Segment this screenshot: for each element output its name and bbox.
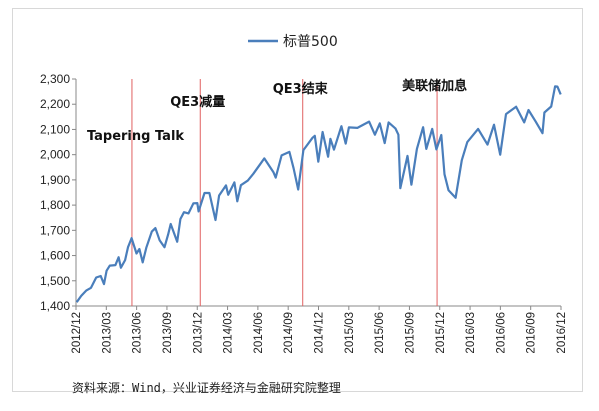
x-tick-label: 2015/12 (435, 312, 447, 354)
x-tick-label: 2016/09 (526, 312, 538, 354)
annotation-label: QE3减量 (170, 94, 225, 110)
y-tick-label: 2,000 (40, 148, 70, 162)
y-tick-label: 1,900 (40, 173, 70, 187)
y-tick-label: 2,300 (40, 72, 70, 86)
y-tick-label: 1,500 (40, 274, 70, 288)
y-tick-label: 1,600 (40, 249, 70, 263)
chart-frame (12, 8, 583, 392)
x-tick-label: 2015/03 (344, 312, 356, 354)
x-tick-label: 2013/03 (101, 312, 113, 354)
y-tick-label: 1,800 (40, 198, 70, 212)
plot-series (75, 85, 562, 303)
series-line (75, 85, 562, 303)
x-tick-label: 2013/12 (192, 312, 204, 354)
x-tick-label: 2014/12 (314, 312, 326, 354)
y-tick-label: 1,700 (40, 223, 70, 237)
event-lines (131, 79, 438, 306)
y-tick-label: 2,200 (40, 97, 70, 111)
x-tick-label: 2015/09 (404, 312, 416, 354)
legend-label: 标普500 (283, 34, 338, 50)
y-tick-label: 1,400 (40, 299, 70, 313)
x-tick-label: 2015/06 (374, 312, 386, 354)
annotation-label: 美联储加息 (402, 78, 467, 94)
x-tick-label: 2016/03 (465, 312, 477, 354)
x-tick-label: 2013/09 (162, 312, 174, 354)
x-tick-label: 2014/03 (223, 312, 235, 354)
annotation-labels: Tapering Talk QE3减量 QE3结束 美联储加息 (87, 78, 467, 144)
x-tick-label: 2014/06 (253, 312, 265, 354)
x-tick-label: 2016/12 (556, 312, 568, 354)
y-tick-label: 2,100 (40, 122, 70, 136)
legend: 标普500 (248, 34, 338, 50)
axes: 1,400 1,500 1,600 1,700 1,800 1,900 2,000 2,100… (40, 72, 568, 354)
annotation-label: QE3结束 (273, 81, 329, 97)
x-tick-label: 2013/06 (132, 312, 144, 354)
x-tick-label: 2012/12 (71, 312, 83, 354)
source-note: 资料来源：Wind，兴业证券经济与金融研究院整理 (72, 381, 341, 395)
annotation-label: Tapering Talk (87, 129, 184, 144)
x-tick-label: 2014/09 (283, 312, 295, 354)
x-tick-label: 2016/06 (495, 312, 507, 354)
